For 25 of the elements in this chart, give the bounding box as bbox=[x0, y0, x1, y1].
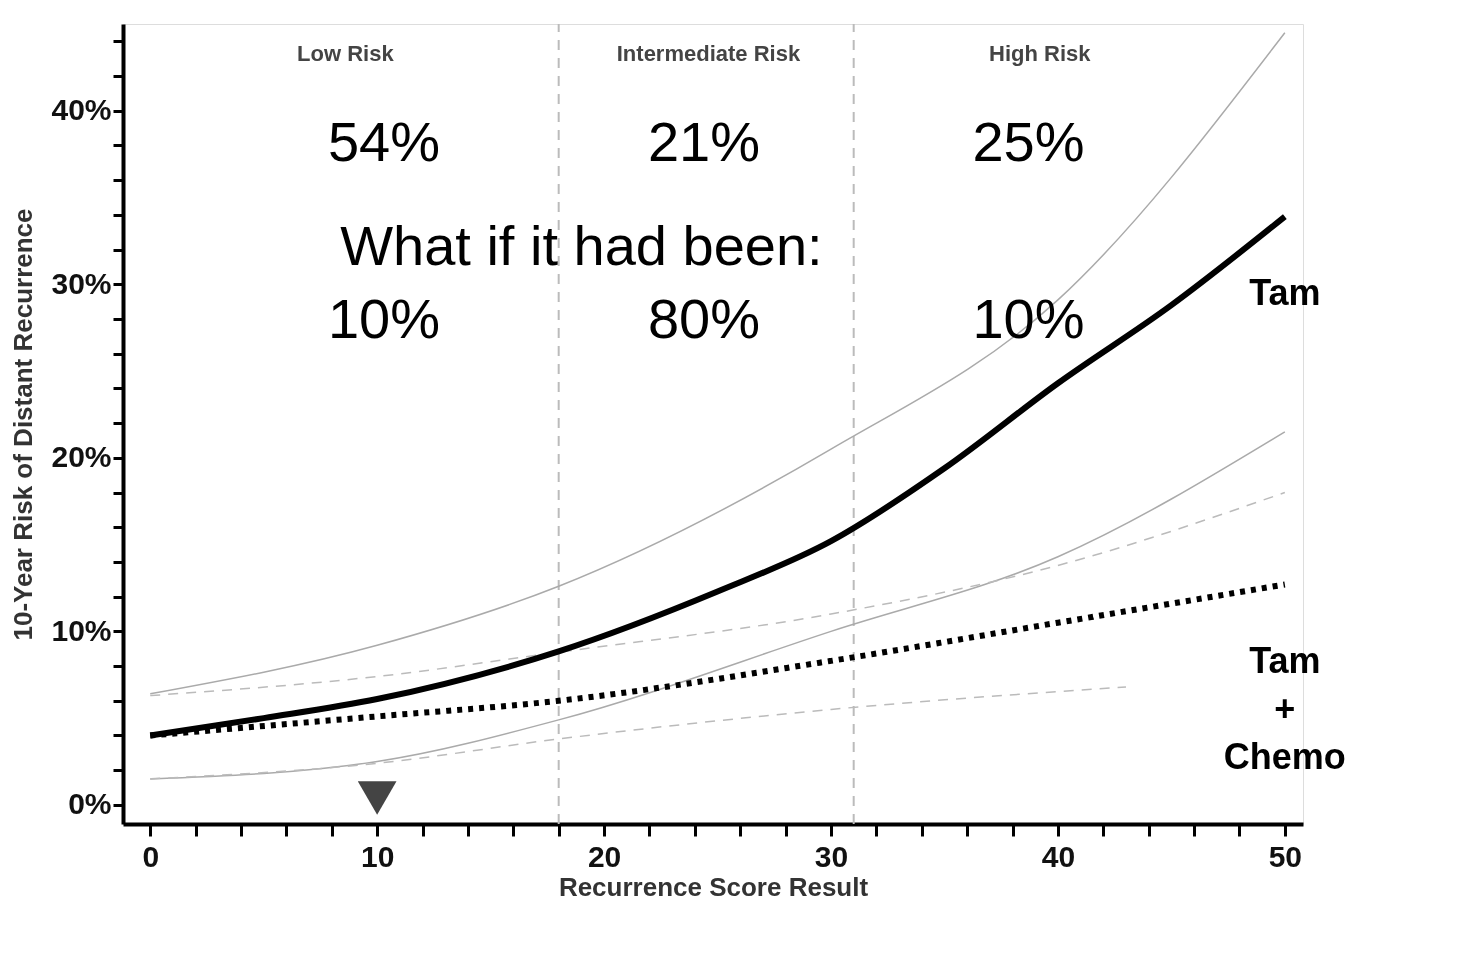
x-tick-label: 0 bbox=[142, 839, 160, 873]
annotation: 54% bbox=[327, 109, 441, 173]
annotation: 80% bbox=[647, 286, 760, 350]
annotation: 21% bbox=[647, 109, 760, 173]
annotation: 10% bbox=[972, 286, 1085, 350]
annotation: What if it had been: bbox=[340, 213, 823, 277]
y-tick-label: 30% bbox=[51, 266, 112, 300]
x-tick-label: 40 bbox=[1041, 839, 1076, 873]
x-tick-label: 10 bbox=[360, 839, 395, 873]
series-label: Tam bbox=[1249, 271, 1321, 313]
annotation: 10% bbox=[327, 286, 441, 350]
y-tick-label: 10% bbox=[51, 613, 112, 647]
y-axis-title: 10-Year Risk of Distant Recurrence bbox=[8, 208, 39, 641]
y-tick-label: 0% bbox=[68, 787, 112, 821]
x-tick-label: 50 bbox=[1268, 839, 1303, 873]
annotation: High Risk bbox=[989, 40, 1092, 66]
x-tick-label: 30 bbox=[814, 839, 849, 873]
annotation: 25% bbox=[972, 109, 1085, 173]
x-axis-title: Recurrence Score Result bbox=[558, 871, 869, 902]
y-tick-label: 40% bbox=[51, 93, 112, 127]
y-tick-label: 20% bbox=[51, 440, 112, 474]
x-tick-label: 20 bbox=[587, 839, 622, 873]
series-label: Tam + Chemo bbox=[1223, 639, 1346, 777]
annotation: Intermediate Risk bbox=[616, 40, 801, 66]
annotation: Low Risk bbox=[297, 40, 395, 66]
